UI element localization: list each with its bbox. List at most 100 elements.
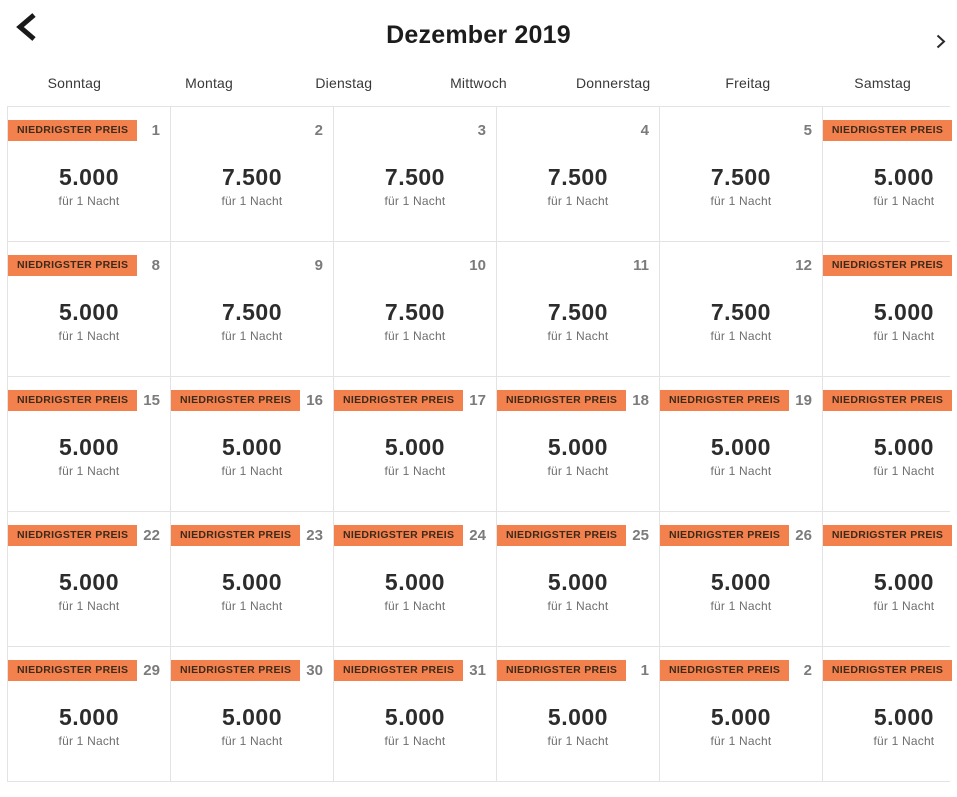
day-cell[interactable]: NIEDRIGSTER PREIS 20 5.000 für 1 Nacht bbox=[822, 377, 957, 511]
price-block: 5.000 für 1 Nacht bbox=[823, 569, 957, 613]
day-cell[interactable]: NIEDRIGSTER PREIS 11 7.500 für 1 Nacht bbox=[496, 242, 659, 376]
day-number: 30 bbox=[306, 662, 323, 679]
price-value: 5.000 bbox=[547, 704, 608, 730]
day-number: 19 bbox=[795, 392, 812, 409]
day-cell[interactable]: NIEDRIGSTER PREIS 30 5.000 für 1 Nacht bbox=[170, 647, 333, 781]
price-value: 5.000 bbox=[58, 299, 120, 325]
day-cell-top: NIEDRIGSTER PREIS 3 bbox=[822, 660, 957, 681]
day-cell-top: NIEDRIGSTER PREIS 30 bbox=[170, 660, 333, 681]
day-cell[interactable]: NIEDRIGSTER PREIS 25 5.000 für 1 Nacht bbox=[496, 512, 659, 646]
lowest-price-badge: NIEDRIGSTER PREIS bbox=[496, 525, 627, 546]
price-block: 5.000 für 1 Nacht bbox=[823, 434, 957, 478]
price-value: 7.500 bbox=[710, 299, 771, 325]
lowest-price-badge: NIEDRIGSTER PREIS bbox=[8, 525, 138, 546]
day-number: 1 bbox=[640, 662, 649, 679]
day-number: 5 bbox=[803, 122, 812, 139]
weekday-label: Dienstag bbox=[315, 75, 373, 91]
day-cell[interactable]: NIEDRIGSTER PREIS 26 5.000 für 1 Nacht bbox=[659, 512, 822, 646]
price-block: 7.500 für 1 Nacht bbox=[660, 299, 822, 343]
day-cell[interactable]: NIEDRIGSTER PREIS 29 5.000 für 1 Nacht bbox=[8, 647, 170, 781]
day-cell[interactable]: NIEDRIGSTER PREIS 1 5.000 für 1 Nacht bbox=[8, 107, 170, 241]
per-night-label: für 1 Nacht bbox=[873, 599, 935, 613]
lowest-price-badge: NIEDRIGSTER PREIS bbox=[822, 390, 953, 411]
price-value: 5.000 bbox=[873, 434, 934, 460]
price-block: 5.000 für 1 Nacht bbox=[8, 569, 170, 613]
day-cell[interactable]: NIEDRIGSTER PREIS 6 5.000 für 1 Nacht bbox=[822, 107, 957, 241]
lowest-price-badge: NIEDRIGSTER PREIS bbox=[822, 255, 953, 276]
price-value: 5.000 bbox=[710, 704, 771, 730]
price-value: 5.000 bbox=[873, 299, 934, 325]
day-cell[interactable]: NIEDRIGSTER PREIS 24 5.000 für 1 Nacht bbox=[333, 512, 496, 646]
per-night-label: für 1 Nacht bbox=[58, 599, 120, 613]
price-block: 5.000 für 1 Nacht bbox=[497, 569, 659, 613]
day-cell[interactable]: NIEDRIGSTER PREIS 22 5.000 für 1 Nacht bbox=[8, 512, 170, 646]
day-cell[interactable]: NIEDRIGSTER PREIS 23 5.000 für 1 Nacht bbox=[170, 512, 333, 646]
price-block: 5.000 für 1 Nacht bbox=[8, 164, 170, 208]
price-block: 5.000 für 1 Nacht bbox=[171, 569, 333, 613]
price-block: 5.000 für 1 Nacht bbox=[823, 299, 957, 343]
day-cell[interactable]: NIEDRIGSTER PREIS 16 5.000 für 1 Nacht bbox=[170, 377, 333, 511]
day-cell[interactable]: NIEDRIGSTER PREIS 19 5.000 für 1 Nacht bbox=[659, 377, 822, 511]
lowest-price-badge: NIEDRIGSTER PREIS bbox=[8, 120, 138, 141]
price-block: 5.000 für 1 Nacht bbox=[660, 569, 822, 613]
per-night-label: für 1 Nacht bbox=[58, 734, 120, 748]
weekday-label: Montag bbox=[185, 75, 234, 91]
price-value: 5.000 bbox=[873, 569, 934, 595]
weekday-label: Sonntag bbox=[47, 75, 102, 91]
lowest-price-badge: NIEDRIGSTER PREIS bbox=[8, 390, 138, 411]
day-cell-top: NIEDRIGSTER PREIS 19 bbox=[659, 390, 822, 411]
calendar-header: Dezember 2019 bbox=[0, 0, 957, 60]
day-cell[interactable]: NIEDRIGSTER PREIS 2 7.500 für 1 Nacht bbox=[170, 107, 333, 241]
per-night-label: für 1 Nacht bbox=[710, 734, 772, 748]
price-block: 5.000 für 1 Nacht bbox=[8, 299, 170, 343]
lowest-price-badge: NIEDRIGSTER PREIS bbox=[822, 120, 953, 141]
price-value: 5.000 bbox=[384, 569, 445, 595]
next-month-button[interactable] bbox=[929, 32, 951, 54]
prev-month-button[interactable] bbox=[8, 8, 44, 48]
day-cell[interactable]: NIEDRIGSTER PREIS 1 5.000 für 1 Nacht bbox=[496, 647, 659, 781]
day-cell[interactable]: NIEDRIGSTER PREIS 3 5.000 für 1 Nacht bbox=[822, 647, 957, 781]
day-cell[interactable]: NIEDRIGSTER PREIS 12 7.500 für 1 Nacht bbox=[659, 242, 822, 376]
per-night-label: für 1 Nacht bbox=[221, 599, 283, 613]
per-night-label: für 1 Nacht bbox=[547, 734, 609, 748]
price-value: 5.000 bbox=[710, 434, 771, 460]
day-cell[interactable]: NIEDRIGSTER PREIS 17 5.000 für 1 Nacht bbox=[333, 377, 496, 511]
day-cell[interactable]: NIEDRIGSTER PREIS 3 7.500 für 1 Nacht bbox=[333, 107, 496, 241]
price-block: 5.000 für 1 Nacht bbox=[334, 569, 496, 613]
day-cell[interactable]: NIEDRIGSTER PREIS 4 7.500 für 1 Nacht bbox=[496, 107, 659, 241]
price-value: 5.000 bbox=[58, 704, 120, 730]
day-number: 9 bbox=[314, 257, 323, 274]
per-night-label: für 1 Nacht bbox=[547, 464, 609, 478]
price-value: 5.000 bbox=[58, 434, 120, 460]
day-cell-top: NIEDRIGSTER PREIS 11 bbox=[497, 255, 659, 276]
day-cell[interactable]: NIEDRIGSTER PREIS 8 5.000 für 1 Nacht bbox=[8, 242, 170, 376]
day-cell-top: NIEDRIGSTER PREIS 1 bbox=[496, 660, 659, 681]
day-cell[interactable]: NIEDRIGSTER PREIS 9 7.500 für 1 Nacht bbox=[170, 242, 333, 376]
per-night-label: für 1 Nacht bbox=[221, 194, 283, 208]
per-night-label: für 1 Nacht bbox=[384, 464, 446, 478]
day-cell[interactable]: NIEDRIGSTER PREIS 27 5.000 für 1 Nacht bbox=[822, 512, 957, 646]
day-cell[interactable]: NIEDRIGSTER PREIS 13 5.000 für 1 Nacht bbox=[822, 242, 957, 376]
price-block: 7.500 für 1 Nacht bbox=[497, 164, 659, 208]
day-cell[interactable]: NIEDRIGSTER PREIS 2 5.000 für 1 Nacht bbox=[659, 647, 822, 781]
day-cell-top: NIEDRIGSTER PREIS 9 bbox=[171, 255, 333, 276]
day-cell[interactable]: NIEDRIGSTER PREIS 5 7.500 für 1 Nacht bbox=[659, 107, 822, 241]
price-value: 5.000 bbox=[547, 434, 608, 460]
day-cell-top: NIEDRIGSTER PREIS 2 bbox=[171, 120, 333, 141]
day-cell[interactable]: NIEDRIGSTER PREIS 31 5.000 für 1 Nacht bbox=[333, 647, 496, 781]
day-cell[interactable]: NIEDRIGSTER PREIS 10 7.500 für 1 Nacht bbox=[333, 242, 496, 376]
per-night-label: für 1 Nacht bbox=[547, 194, 609, 208]
day-number: 22 bbox=[143, 527, 160, 544]
lowest-price-badge: NIEDRIGSTER PREIS bbox=[659, 660, 790, 681]
per-night-label: für 1 Nacht bbox=[221, 329, 283, 343]
day-cell-top: NIEDRIGSTER PREIS 26 bbox=[659, 525, 822, 546]
day-cell[interactable]: NIEDRIGSTER PREIS 18 5.000 für 1 Nacht bbox=[496, 377, 659, 511]
day-cell[interactable]: NIEDRIGSTER PREIS 15 5.000 für 1 Nacht bbox=[8, 377, 170, 511]
price-value: 5.000 bbox=[221, 434, 282, 460]
day-cell-top: NIEDRIGSTER PREIS 1 bbox=[8, 120, 170, 141]
day-number: 23 bbox=[306, 527, 323, 544]
lowest-price-badge: NIEDRIGSTER PREIS bbox=[496, 390, 627, 411]
lowest-price-badge: NIEDRIGSTER PREIS bbox=[496, 660, 627, 681]
weekday-label: Mittwoch bbox=[450, 75, 507, 91]
